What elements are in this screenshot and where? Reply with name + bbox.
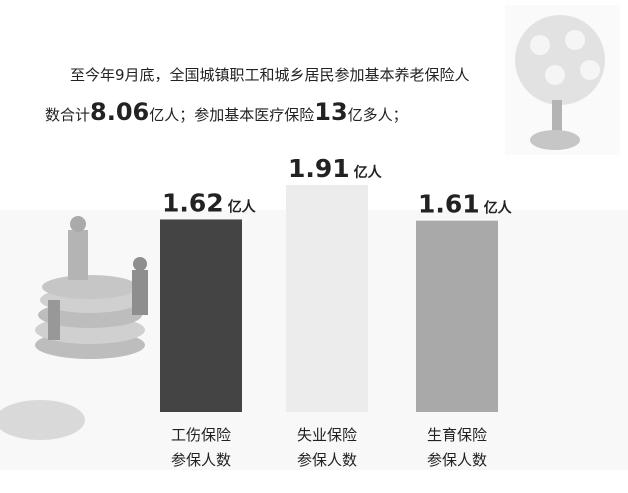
title-line-2: 数合计8.06亿人；参加基本医疗保险13亿多人； — [45, 98, 408, 126]
value-unit: 亿人 — [354, 164, 383, 181]
title-line-1: 至今年9月底，全国城镇职工和城乡居民参加基本养老保险人 — [70, 66, 470, 84]
value-unit: 亿人 — [228, 198, 257, 215]
title-text: 亿人；参加基本医疗保险 — [149, 106, 314, 124]
category-label: 参保人数 — [171, 451, 231, 469]
bar — [160, 219, 242, 412]
category-label: 参保人数 — [427, 451, 487, 469]
title-text: 数合计 — [45, 106, 90, 124]
title-number: 13 — [314, 98, 347, 126]
bar — [286, 185, 368, 412]
value-number: 1.61 — [418, 190, 480, 219]
title-number: 8.06 — [90, 98, 149, 126]
value-number: 1.91 — [288, 154, 350, 183]
value-label: 1.91 亿人 — [288, 154, 383, 183]
value-number: 1.62 — [162, 188, 224, 217]
category-label: 生育保险 — [427, 426, 487, 444]
category-label: 失业保险 — [297, 426, 357, 444]
title-text: 亿多人； — [348, 106, 408, 124]
value-label: 1.61 亿人 — [418, 190, 513, 219]
category-label: 工伤保险 — [171, 426, 231, 444]
value-label: 1.62 亿人 — [162, 188, 257, 217]
category-label: 参保人数 — [297, 451, 357, 469]
bar — [416, 220, 498, 412]
value-unit: 亿人 — [484, 200, 513, 217]
